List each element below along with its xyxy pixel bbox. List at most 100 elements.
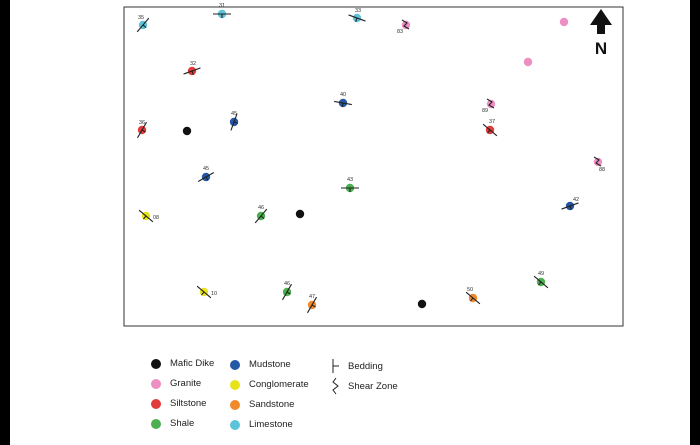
shear-zone-symbol-icon	[401, 19, 410, 30]
station-limestone: 31	[213, 3, 231, 19]
dip-label: 36	[139, 120, 145, 126]
bedding-symbol-icon	[561, 202, 579, 210]
rock-dot-icon	[593, 157, 603, 167]
legend: Mafic Dike Granite Siltstone Shale Mudst…	[145, 355, 445, 440]
legend-label: Sandstone	[249, 399, 295, 410]
bedding-symbol-icon	[282, 283, 292, 301]
granite-swatch-icon	[151, 378, 161, 389]
legend-label: Conglomerate	[249, 379, 309, 390]
station-shale: 43	[341, 177, 359, 193]
bedding-symbol-icon	[341, 187, 359, 192]
rock-dot-icon	[417, 299, 427, 309]
legend-item-mudstone: Mudstone	[230, 359, 291, 370]
station-sandstone: 50	[465, 287, 481, 305]
station-shale: 46	[282, 281, 292, 301]
dip-label: 33	[355, 8, 361, 14]
dip-label: 31	[219, 3, 225, 9]
bedding-symbol-icon	[136, 17, 150, 33]
legend-label: Granite	[170, 378, 202, 389]
station-sandstone: 47	[307, 294, 317, 314]
legend-label: Shear Zone	[348, 380, 398, 392]
dip-label: 89	[482, 108, 488, 114]
bedding-symbol-icon	[196, 285, 212, 299]
dip-label: 83	[397, 29, 403, 35]
legend-item-granite: Granite	[151, 378, 201, 389]
station-mudstone: 40	[334, 92, 352, 108]
legend-item-sandstone: Sandstone	[230, 399, 294, 410]
shear-zone-symbol-icon	[332, 377, 339, 395]
limestone-swatch-icon	[230, 419, 240, 430]
station-mudstone: 45	[229, 111, 239, 131]
dip-label: 37	[489, 119, 495, 125]
dip-label: 40	[340, 92, 346, 98]
stations-layer: 35 31 33 83 32 40 89 36 45 37 88 45 43 42 08 46 49 10 46 47…	[136, 3, 605, 314]
station-mafic-dike	[182, 126, 192, 136]
dip-label: 45	[203, 166, 209, 172]
station-mudstone: 42	[561, 197, 579, 211]
station-conglomerate: 08	[138, 209, 159, 223]
bedding-symbol-icon	[533, 275, 549, 289]
dip-label: 49	[538, 271, 544, 277]
dip-label: 35	[138, 15, 144, 21]
shale-swatch-icon	[151, 418, 161, 429]
right-black-border	[690, 0, 700, 445]
bedding-symbol-icon	[334, 100, 352, 108]
bedding-symbol-icon	[230, 113, 238, 131]
dip-label: 45	[231, 111, 237, 117]
legend-item-siltstone: Siltstone	[151, 398, 206, 409]
rock-dot-icon	[182, 126, 192, 136]
legend-item-limestone: Limestone	[230, 419, 293, 430]
rock-dot-icon	[523, 57, 533, 67]
bedding-symbol-icon	[213, 13, 231, 18]
siltstone-swatch-icon	[151, 398, 161, 409]
legend-item-bedding: Bedding	[330, 359, 383, 373]
station-shale: 46	[254, 205, 268, 224]
bedding-symbol-icon	[254, 208, 268, 224]
map-frame	[123, 6, 624, 327]
station-shale: 49	[533, 271, 549, 289]
legend-label: Limestone	[249, 419, 293, 430]
station-granite	[523, 57, 533, 67]
north-label: N	[595, 39, 607, 58]
bedding-symbol-icon	[183, 67, 201, 75]
bedding-symbol-icon	[138, 209, 154, 223]
bedding-symbol-icon	[482, 123, 498, 137]
sandstone-swatch-icon	[230, 399, 240, 410]
station-siltstone: 37	[482, 119, 498, 137]
dip-label: 46	[258, 205, 264, 211]
legend-item-conglomerate: Conglomerate	[230, 379, 309, 390]
mafic-dike-swatch-icon	[151, 358, 161, 369]
dip-label: 10	[211, 291, 217, 297]
legend-label: Bedding	[348, 360, 383, 372]
north-arrow-icon: N	[590, 9, 612, 58]
station-granite	[559, 17, 569, 27]
station-granite: 88	[593, 156, 605, 173]
station-limestone: 33	[348, 8, 366, 23]
station-mudstone: 45	[197, 166, 215, 182]
legend-label: Shale	[170, 418, 195, 429]
conglomerate-swatch-icon	[230, 379, 240, 390]
station-conglomerate: 10	[196, 285, 217, 299]
bedding-symbol-icon	[465, 291, 481, 305]
station-limestone: 35	[136, 15, 150, 33]
dip-label: 50	[467, 287, 473, 293]
legend-item-shear-zone: Shear Zone	[330, 377, 398, 395]
bedding-symbol-icon	[348, 14, 366, 22]
dip-label: 42	[573, 197, 579, 203]
shear-zone-symbol-icon	[593, 156, 602, 167]
bedding-symbol-icon	[332, 359, 339, 373]
mudstone-swatch-icon	[230, 359, 240, 370]
legend-label: Mudstone	[249, 359, 291, 370]
legend-label: Mafic Dike	[170, 358, 215, 369]
rock-dot-icon	[401, 20, 411, 30]
station-granite: 83	[397, 19, 411, 35]
dip-label: 46	[284, 281, 290, 287]
station-mafic-dike	[295, 209, 305, 219]
shear-zone-symbol-icon	[486, 98, 495, 109]
rock-dot-icon	[295, 209, 305, 219]
bedding-symbol-icon	[307, 296, 317, 314]
dip-label: 47	[309, 294, 315, 300]
legend-label: Siltstone	[170, 398, 207, 409]
dip-label: 43	[347, 177, 353, 183]
